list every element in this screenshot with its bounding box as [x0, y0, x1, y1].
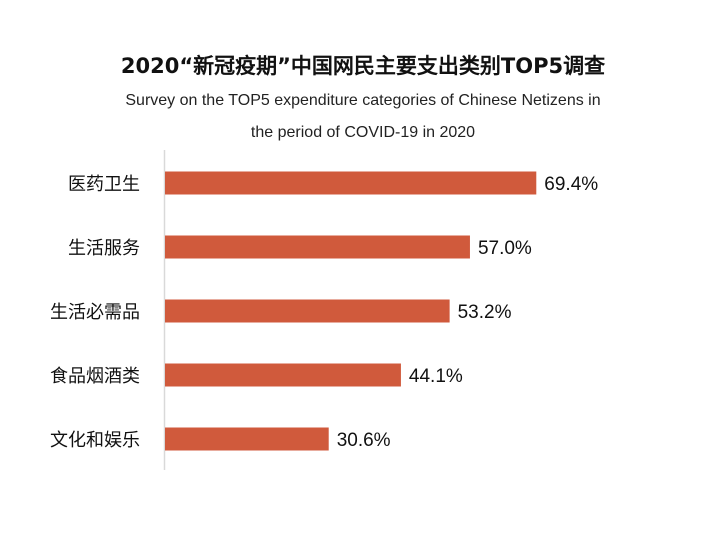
bar — [165, 427, 329, 451]
bar — [165, 363, 401, 387]
data-label: 44.1% — [409, 366, 463, 387]
category-label: 文化和娱乐 — [50, 430, 140, 451]
data-label: 69.4% — [544, 174, 598, 195]
chart-subtitle-line2: the period of COVID-19 in 2020 — [250, 124, 476, 141]
data-label: 53.2% — [458, 302, 512, 323]
bar — [165, 299, 450, 323]
bar — [165, 235, 470, 259]
chart-title: 2020“新冠疫期”中国网民主要支出类别TOP5调查 — [120, 54, 606, 78]
category-label: 生活服务 — [68, 238, 140, 259]
bar — [165, 171, 537, 195]
data-label: 30.6% — [337, 430, 391, 451]
chart-subtitle-line1: Survey on the TOP5 expenditure categorie… — [125, 92, 601, 109]
category-label: 生活必需品 — [50, 302, 140, 323]
category-label: 医药卫生 — [68, 174, 140, 195]
category-label: 食品烟酒类 — [50, 366, 140, 387]
data-label: 57.0% — [478, 238, 532, 259]
